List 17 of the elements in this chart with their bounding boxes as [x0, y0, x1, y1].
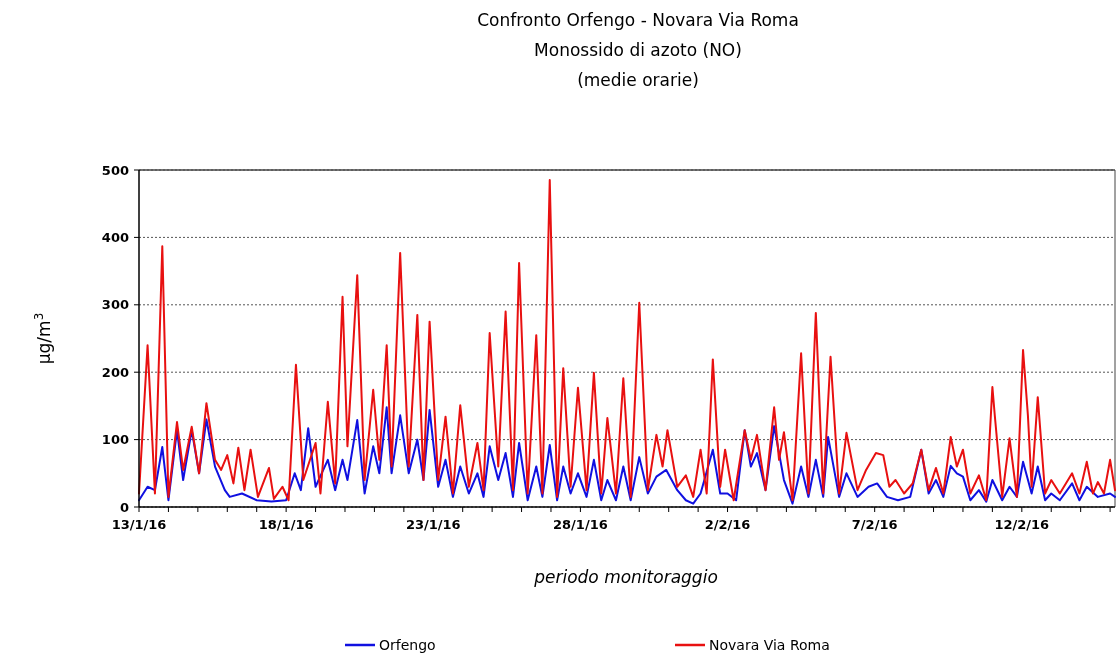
y-tick-label: 300	[101, 297, 129, 313]
x-tick-label: 12/2/16	[994, 517, 1050, 532]
y-tick-label: 200	[101, 364, 129, 380]
x-tick-label: 18/1/16	[258, 517, 314, 532]
x-tick-label: 23/1/16	[405, 517, 461, 532]
x-axis-title: periodo monitoraggio	[533, 567, 718, 587]
x-tick-label: 2/2/16	[704, 517, 751, 532]
chart-title: Confronto Orfengo - Novara Via Roma Monossido di azoto (NO) (medie orarie)	[477, 10, 799, 90]
y-tick-label: 0	[119, 499, 129, 515]
y-tick-label: 500	[101, 162, 129, 178]
x-tick-label: 7/2/16	[851, 517, 898, 532]
x-tick-label: 13/1/16	[111, 517, 167, 532]
y-tick-label: 400	[101, 229, 129, 245]
x-tick-label: 28/1/16	[553, 517, 608, 532]
legend-label: Orfengo	[379, 636, 436, 653]
legend-label: Novara Via Roma	[709, 636, 830, 653]
y-tick-label: 100	[101, 432, 129, 448]
